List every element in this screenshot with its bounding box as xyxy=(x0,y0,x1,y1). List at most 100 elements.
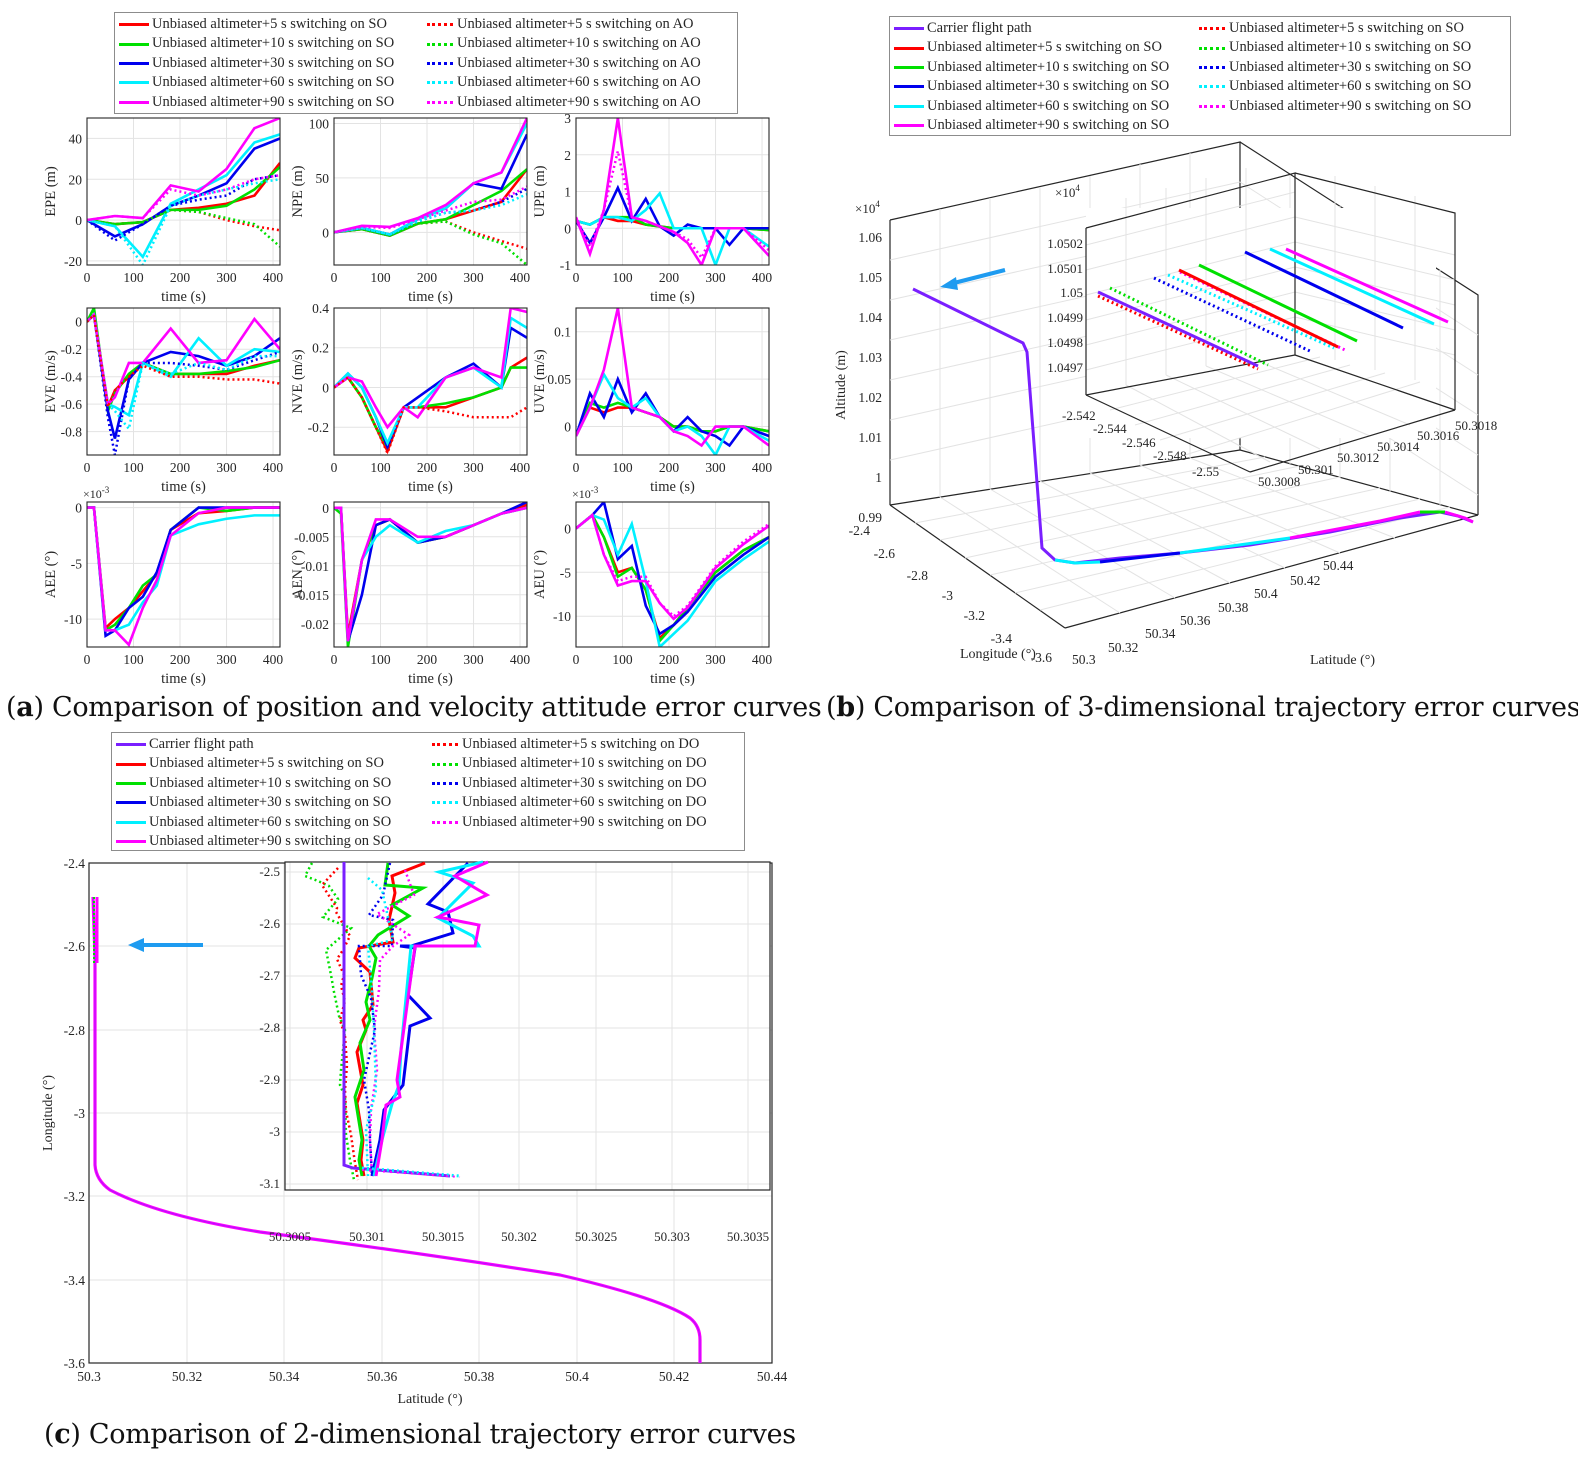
legend-label: Carrier flight path xyxy=(927,20,1032,36)
svg-text:-2.542: -2.542 xyxy=(1062,408,1096,423)
legend-swatch xyxy=(119,81,149,85)
y-label: UPE (m) xyxy=(532,165,548,217)
x-label: time (s) xyxy=(408,289,453,305)
x-tick: 0 xyxy=(331,270,338,285)
inset-line-10s-solid xyxy=(1198,263,1358,343)
svg-text:50.3008: 50.3008 xyxy=(1258,474,1300,489)
x-tick: 300 xyxy=(463,460,484,475)
legend-swatch xyxy=(1199,66,1225,70)
x-label: time (s) xyxy=(650,289,695,305)
x-tick: 200 xyxy=(417,460,438,475)
x-tick: 300 xyxy=(705,652,726,667)
inset-latitude-ticks: 50.3005 50.301 50.3015 50.302 50.3025 50… xyxy=(269,1229,769,1244)
svg-text:50.34: 50.34 xyxy=(1145,626,1176,641)
legend-label: Unbiased altimeter+30 s switching on SO xyxy=(149,794,392,811)
svg-text:50.32: 50.32 xyxy=(1108,640,1138,655)
y-tick: -0.01 xyxy=(301,559,329,574)
legend-swatch xyxy=(894,46,924,50)
svg-text:1.0502: 1.0502 xyxy=(1047,236,1083,251)
svg-text:-2.4: -2.4 xyxy=(64,856,86,871)
3d-latitude-ticks: 50.3 50.32 50.34 50.36 50.38 50.4 50.42 … xyxy=(1072,558,1354,667)
legend-label: Unbiased altimeter+60 s switching on SO xyxy=(152,74,395,91)
3d-path-overlay xyxy=(1289,510,1421,540)
svg-text:0.99: 0.99 xyxy=(858,510,882,525)
svg-text:1.01: 1.01 xyxy=(858,430,882,445)
svg-text:1.05: 1.05 xyxy=(1060,285,1083,300)
series-line xyxy=(87,208,280,248)
svg-text:50.301: 50.301 xyxy=(1298,462,1334,477)
3d-z-ticks: 1.06 1.05 1.04 1.03 1.02 1.01 1 0.99 xyxy=(858,230,882,525)
x-tick: 100 xyxy=(612,652,633,667)
y-label: AEE (°) xyxy=(43,551,59,598)
svg-text:50.3025: 50.3025 xyxy=(575,1229,617,1244)
legend-swatch xyxy=(432,801,458,805)
2d-latitude-label: Latitude (°) xyxy=(397,1392,462,1407)
x-label: time (s) xyxy=(650,671,695,687)
x-label: time (s) xyxy=(161,289,206,305)
legend-swatch xyxy=(427,23,453,27)
subplot-eve: 0 100 200 300 400 0 -0.2 -0.4 -0.6 -0.8 time (s) EV… xyxy=(43,307,283,495)
svg-text:1.0498: 1.0498 xyxy=(1047,335,1083,350)
svg-text:50.3014: 50.3014 xyxy=(1377,439,1420,454)
legend-swatch xyxy=(427,100,453,104)
x-label: time (s) xyxy=(408,479,453,495)
x-tick: 0 xyxy=(573,652,580,667)
x-tick: 400 xyxy=(752,460,773,475)
legend-label: Unbiased altimeter+10 s switching on SO xyxy=(927,58,1170,75)
3d-path-overlay xyxy=(1099,551,1181,564)
legend-swatch xyxy=(119,23,149,27)
legend-label: Unbiased altimeter+5 s switching on DO xyxy=(462,736,700,752)
inset-curve-dotted-bottom xyxy=(361,1166,461,1178)
legend-label: Unbiased altimeter+60 s switching on DO xyxy=(462,794,707,811)
inset-line-30s-solid xyxy=(1244,250,1404,330)
y-label: EPE (m) xyxy=(43,166,59,217)
y-tick: -10 xyxy=(64,612,82,627)
legend-swatch xyxy=(1199,104,1225,108)
3d-arrow-icon xyxy=(940,268,1006,290)
2d-longitude-label: Longitude (°) xyxy=(41,1075,56,1151)
inset-line-60s-dotted xyxy=(1167,273,1335,350)
y-label: UVE (m/s) xyxy=(532,349,548,413)
legend-label: Unbiased altimeter+5 s switching on SO xyxy=(1229,20,1464,36)
svg-text:50.301: 50.301 xyxy=(349,1229,385,1244)
2d-longitude-ticks: -2.4 -2.6 -2.8 -3 -3.2 -3.4 -3.6 xyxy=(64,856,86,1371)
3d-inset: ×104 1.0502 1.0501 1.05 1.0499 1.0498 1.… xyxy=(1047,168,1497,489)
y-tick: 0 xyxy=(322,501,329,516)
series-line xyxy=(576,513,769,647)
svg-text:-2.546: -2.546 xyxy=(1122,435,1156,450)
y-tick: 0 xyxy=(75,213,82,228)
inset-curve-10s-solid xyxy=(353,862,429,1177)
legend-label: Unbiased altimeter+30 s switching on SO xyxy=(1229,58,1472,75)
x-tick: 200 xyxy=(659,652,680,667)
y-tick: 0 xyxy=(564,221,571,236)
y-label: AEU (°) xyxy=(532,550,548,599)
legend-swatch xyxy=(116,743,146,747)
3d-z-scale: ×104 xyxy=(855,199,880,216)
y-tick: 0 xyxy=(322,380,329,395)
svg-text:50.4: 50.4 xyxy=(565,1369,589,1384)
inset-line-5s-solid xyxy=(1178,268,1339,349)
x-tick: 200 xyxy=(417,652,438,667)
legend-label: Unbiased altimeter+30 s switching on DO xyxy=(462,774,707,791)
legend-label: Unbiased altimeter+60 s switching on SO xyxy=(927,97,1170,114)
svg-text:-2.544: -2.544 xyxy=(1093,421,1127,436)
x-tick: 100 xyxy=(123,270,144,285)
svg-text:-2.6: -2.6 xyxy=(259,916,280,931)
x-tick: 100 xyxy=(612,460,633,475)
y-tick: -0.8 xyxy=(61,425,83,440)
x-tick: 300 xyxy=(216,270,237,285)
svg-text:50.3035: 50.3035 xyxy=(727,1229,769,1244)
y-tick: 0.4 xyxy=(312,301,329,316)
x-tick: 100 xyxy=(123,652,144,667)
series-line xyxy=(576,190,769,265)
legend-swatch xyxy=(894,124,924,128)
x-label: time (s) xyxy=(161,671,206,687)
y-tick: -0.4 xyxy=(61,370,83,385)
legend-label: Unbiased altimeter+90 s switching on AO xyxy=(457,93,701,110)
legend-label: Unbiased altimeter+90 s switching on SO xyxy=(149,833,392,850)
3d-longitude-ticks: -2.4 -2.6 -2.8 -3 -3.2 -3.4 -3.6 xyxy=(849,523,1053,665)
x-tick: 300 xyxy=(705,460,726,475)
3d-latitude-label: Latitude (°) xyxy=(1310,653,1375,668)
